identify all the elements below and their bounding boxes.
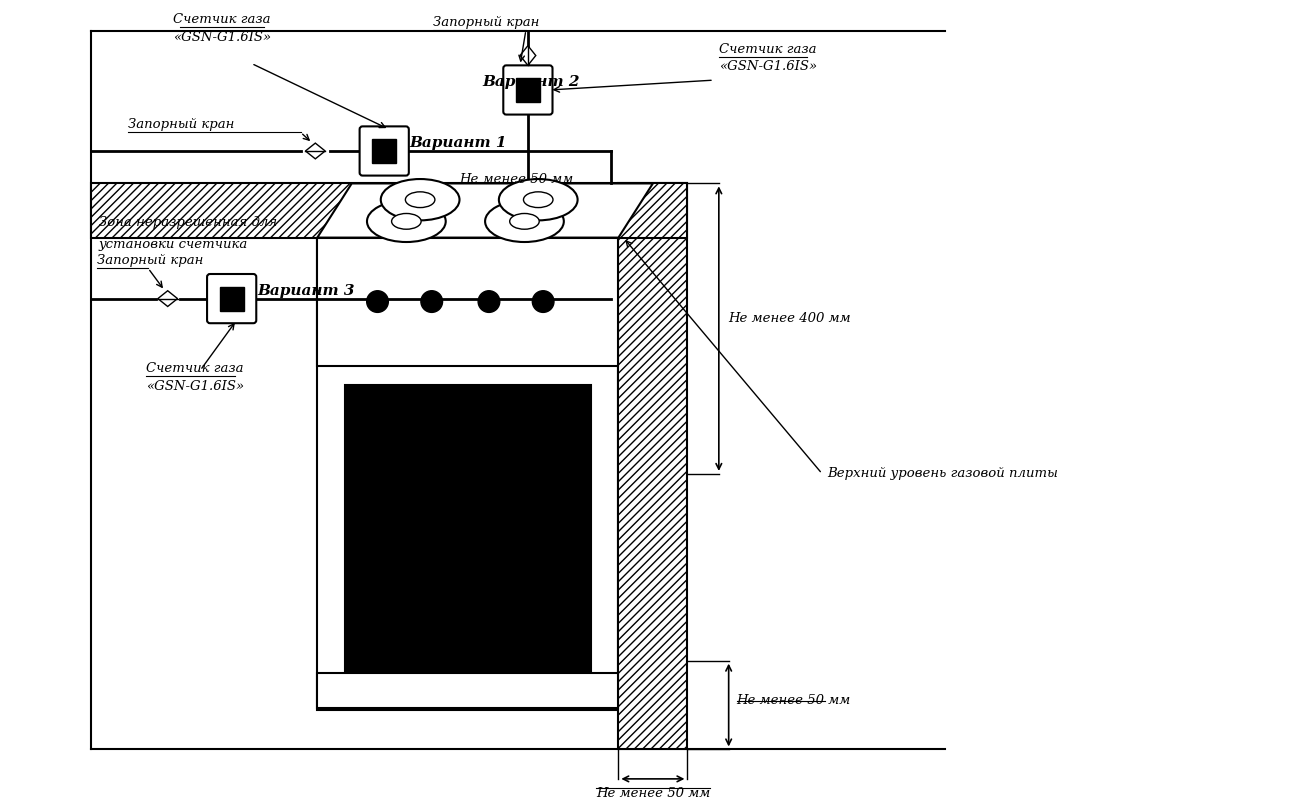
Text: Запорный кран: Запорный кран — [128, 119, 235, 132]
Text: «GSN-G1.6IS»: «GSN-G1.6IS» — [146, 380, 244, 393]
Ellipse shape — [484, 200, 563, 242]
Bar — [345, 385, 590, 670]
Ellipse shape — [478, 291, 500, 313]
Text: Запорный кран: Запорный кран — [433, 16, 540, 29]
Bar — [220, 286, 244, 310]
FancyBboxPatch shape — [504, 65, 553, 115]
Ellipse shape — [523, 192, 553, 208]
Text: Запорный кран: Запорный кран — [97, 254, 203, 267]
Text: установки счетчика: установки счетчика — [98, 237, 248, 250]
Ellipse shape — [391, 213, 421, 229]
Ellipse shape — [406, 192, 435, 208]
Bar — [318, 237, 619, 710]
Ellipse shape — [367, 291, 389, 313]
FancyBboxPatch shape — [359, 127, 408, 176]
Polygon shape — [305, 143, 326, 159]
Text: Не менее 50 мм: Не менее 50 мм — [596, 787, 711, 800]
Polygon shape — [519, 46, 536, 65]
Polygon shape — [158, 291, 177, 306]
Text: «GSN-G1.6IS»: «GSN-G1.6IS» — [718, 60, 817, 73]
Bar — [372, 139, 397, 163]
Bar — [318, 673, 619, 708]
Text: Счетчик газа: Счетчик газа — [173, 13, 270, 26]
Text: Вариант 2: Вариант 2 — [483, 75, 580, 89]
Text: Счетчик газа: Счетчик газа — [146, 363, 244, 375]
FancyBboxPatch shape — [207, 274, 256, 323]
Text: Вариант 1: Вариант 1 — [410, 136, 508, 150]
Ellipse shape — [532, 291, 554, 313]
Text: Не менее 400 мм: Не менее 400 мм — [729, 312, 851, 325]
Bar — [318, 237, 619, 366]
Text: Верхний уровень газовой плиты: Верхний уровень газовой плиты — [827, 468, 1058, 480]
Ellipse shape — [367, 200, 446, 242]
Text: «GSN-G1.6IS»: «GSN-G1.6IS» — [173, 30, 271, 43]
Text: Зона неразрешенная для: Зона неразрешенная для — [98, 216, 276, 229]
Ellipse shape — [421, 291, 443, 313]
Text: Не менее 50 мм: Не менее 50 мм — [736, 694, 851, 707]
Bar — [619, 184, 687, 749]
Ellipse shape — [509, 213, 539, 229]
Ellipse shape — [499, 179, 578, 221]
Bar — [516, 78, 540, 102]
Text: Счетчик газа: Счетчик газа — [718, 43, 817, 55]
Text: Не менее 50 мм: Не менее 50 мм — [459, 173, 574, 186]
Ellipse shape — [381, 179, 460, 221]
Polygon shape — [318, 184, 652, 237]
Bar — [90, 184, 687, 237]
Text: Вариант 3: Вариант 3 — [257, 284, 355, 298]
